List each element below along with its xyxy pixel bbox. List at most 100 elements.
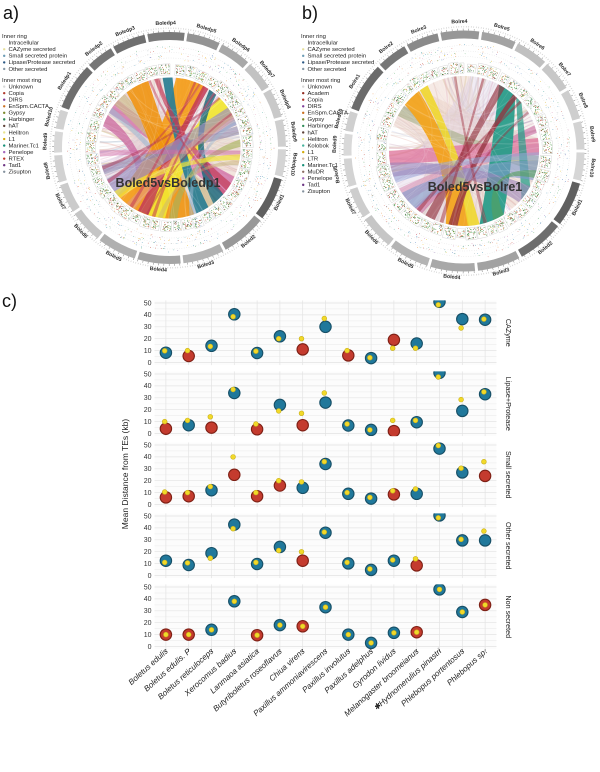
svg-text:Non secreted: Non secreted [504,595,513,638]
svg-text:Boled9: Boled9 [332,135,339,153]
svg-text:0: 0 [148,431,152,438]
svg-text:50: 50 [144,300,152,307]
svg-text:Boled3: Boled3 [492,267,510,278]
svg-text:Inner ring: Inner ring [301,34,326,40]
svg-text:40: 40 [144,596,152,603]
svg-text:20: 20 [144,407,152,414]
svg-text:30: 30 [144,466,152,473]
svg-text:Boled4: Boled4 [149,266,167,274]
svg-text:Bolre5: Bolre5 [493,22,510,32]
svg-text:Copia: Copia [9,91,25,97]
svg-text:Other secreted: Other secreted [308,67,347,73]
svg-text:50: 50 [144,371,152,378]
svg-text:Bolre9: Bolre9 [588,126,596,143]
svg-text:Copia: Copia [308,98,324,104]
svg-text:0: 0 [148,644,152,651]
svg-text:Unknown: Unknown [9,84,34,90]
svg-text:30: 30 [144,324,152,331]
svg-text:Zisupton: Zisupton [308,189,331,195]
svg-text:Boled8: Boled8 [333,165,342,183]
svg-text:Unknown: Unknown [308,84,333,90]
svg-text:50: 50 [144,442,152,449]
svg-text:Tad1: Tad1 [308,183,321,189]
svg-text:Mariner.Tc1: Mariner.Tc1 [9,143,39,149]
svg-text:Tad1: Tad1 [9,163,22,169]
svg-text:20: 20 [144,478,152,485]
svg-text:30: 30 [144,608,152,615]
svg-text:hAT: hAT [9,124,20,130]
svg-text:Inner ring: Inner ring [2,34,27,40]
svg-text:Helitron: Helitron [9,130,29,136]
svg-text:L1: L1 [308,150,315,156]
svg-text:Mean Distance from TEs (kb): Mean Distance from TEs (kb) [120,419,130,530]
svg-text:Harbinger: Harbinger [9,117,35,123]
svg-text:0: 0 [148,502,152,509]
svg-text:40: 40 [144,454,152,461]
svg-text:20: 20 [144,549,152,556]
svg-text:L1: L1 [9,137,16,143]
svg-text:Penelope: Penelope [308,176,334,182]
svg-text:30: 30 [144,537,152,544]
svg-text:Zisupton: Zisupton [9,170,32,176]
svg-text:RTEX: RTEX [9,156,25,162]
svg-text:Boled5vsBoledp1: Boled5vsBoledp1 [116,176,221,190]
svg-text:DIRS: DIRS [9,98,23,104]
svg-text:Gypsy: Gypsy [308,117,325,123]
svg-text:Inner most ring: Inner most ring [301,78,340,84]
svg-text:Bolre3: Bolre3 [410,24,427,35]
svg-text:10: 10 [144,561,152,568]
svg-text:0: 0 [148,360,152,367]
svg-text:Other secreted: Other secreted [504,522,513,570]
svg-text:hAT: hAT [308,130,319,136]
svg-text:EnSpm.CACTA: EnSpm.CACTA [9,104,50,110]
svg-text:Lipase/Protease secreted: Lipase/Protease secreted [9,60,76,66]
svg-text:c): c) [2,291,17,311]
svg-text:Boled9: Boled9 [42,133,49,151]
svg-text:10: 10 [144,490,152,497]
svg-text:Boledp9: Boledp9 [289,121,298,142]
svg-text:Lipase/Protease secreted: Lipase/Protease secreted [308,60,375,66]
svg-text:Small secreted: Small secreted [504,451,513,499]
svg-text:0: 0 [148,573,152,580]
svg-text:50: 50 [144,584,152,591]
svg-text:40: 40 [144,312,152,319]
svg-text:Boled4: Boled4 [443,274,461,282]
svg-text:Boled3: Boled3 [197,260,215,271]
svg-text:Boledp4: Boledp4 [155,20,176,27]
svg-text:Gypsy: Gypsy [9,111,26,117]
svg-text:20: 20 [144,620,152,627]
svg-text:Bolre10: Bolre10 [588,158,596,178]
svg-text:50: 50 [144,513,152,520]
svg-text:Small secreted protein: Small secreted protein [308,54,367,60]
svg-text:Mariner.Tc1: Mariner.Tc1 [308,163,338,169]
svg-text:Small secreted protein: Small secreted protein [9,54,68,60]
svg-text:Harbinger: Harbinger [308,124,334,130]
svg-text:a): a) [3,3,19,23]
svg-text:b): b) [302,3,318,23]
svg-text:Helitron: Helitron [308,137,328,143]
svg-text:Intracellular: Intracellular [308,41,338,47]
svg-text:MuDR: MuDR [308,170,325,176]
svg-text:20: 20 [144,336,152,343]
svg-text:Bolre4: Bolre4 [451,19,467,26]
svg-text:Boledp10: Boledp10 [289,152,298,176]
svg-text:CAZyme secreted: CAZyme secreted [308,47,355,53]
svg-text:10: 10 [144,348,152,355]
svg-text:LTR: LTR [308,156,319,162]
svg-text:Bolre8: Bolre8 [577,92,589,109]
svg-text:Inner most ring: Inner most ring [2,78,41,84]
svg-text:Intracellular: Intracellular [9,41,39,47]
svg-text:Penelope: Penelope [9,150,35,156]
svg-text:30: 30 [144,395,152,402]
svg-text:EnSpm.CACTA: EnSpm.CACTA [308,111,349,117]
svg-text:Boled10: Boled10 [334,108,345,129]
svg-text:10: 10 [144,632,152,639]
svg-text:40: 40 [144,525,152,532]
svg-text:10: 10 [144,419,152,426]
svg-text:Boled5vsBolre1: Boled5vsBolre1 [428,180,523,194]
svg-text:Boled8: Boled8 [43,162,52,180]
svg-text:Academ: Academ [308,91,330,97]
svg-text:Kolobok: Kolobok [308,143,329,149]
svg-text:Boledp5: Boledp5 [196,23,217,35]
svg-text:CAZyme: CAZyme [504,319,513,347]
